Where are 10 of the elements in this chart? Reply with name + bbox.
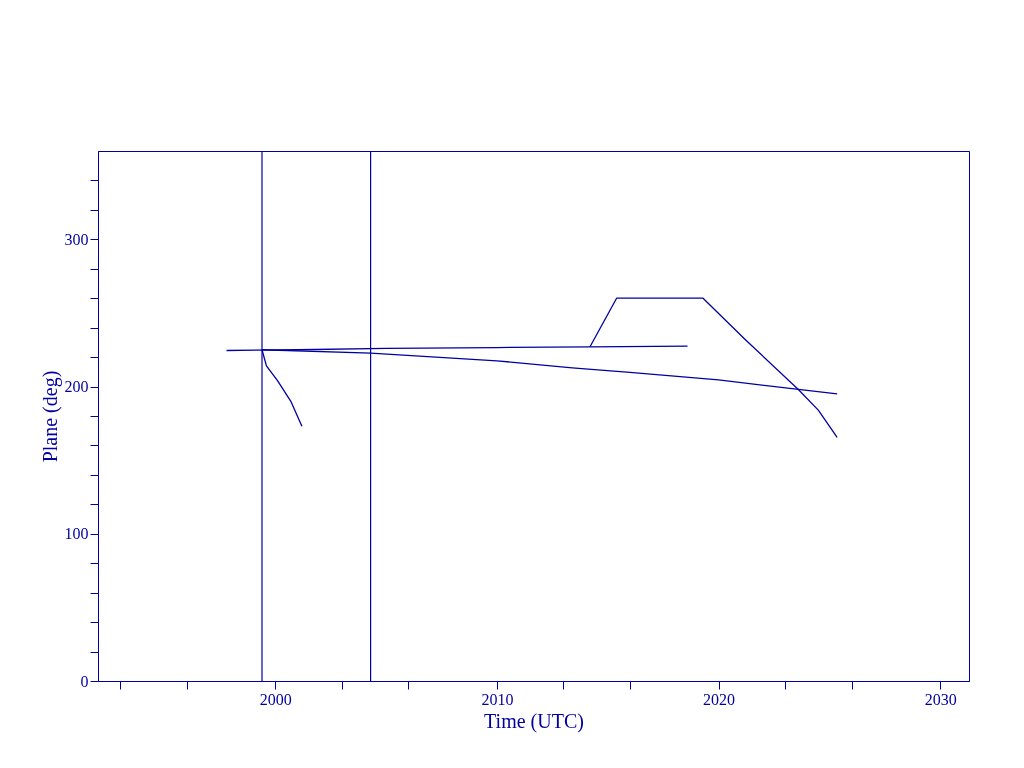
y-tick-label: 100 bbox=[64, 525, 89, 543]
y-tick-label: 0 bbox=[80, 672, 89, 690]
y-tick-label: 200 bbox=[64, 378, 89, 396]
y-tick-label: 300 bbox=[64, 230, 89, 248]
x-tick-label: 2010 bbox=[481, 690, 514, 708]
x-tick-label: 2030 bbox=[924, 690, 957, 708]
x-tick-label: 2000 bbox=[259, 690, 292, 708]
x-axis-title: Time (UTC) bbox=[484, 709, 584, 733]
y-axis-title: Plane (deg) bbox=[38, 370, 62, 463]
x-tick-label: 2020 bbox=[703, 690, 736, 708]
